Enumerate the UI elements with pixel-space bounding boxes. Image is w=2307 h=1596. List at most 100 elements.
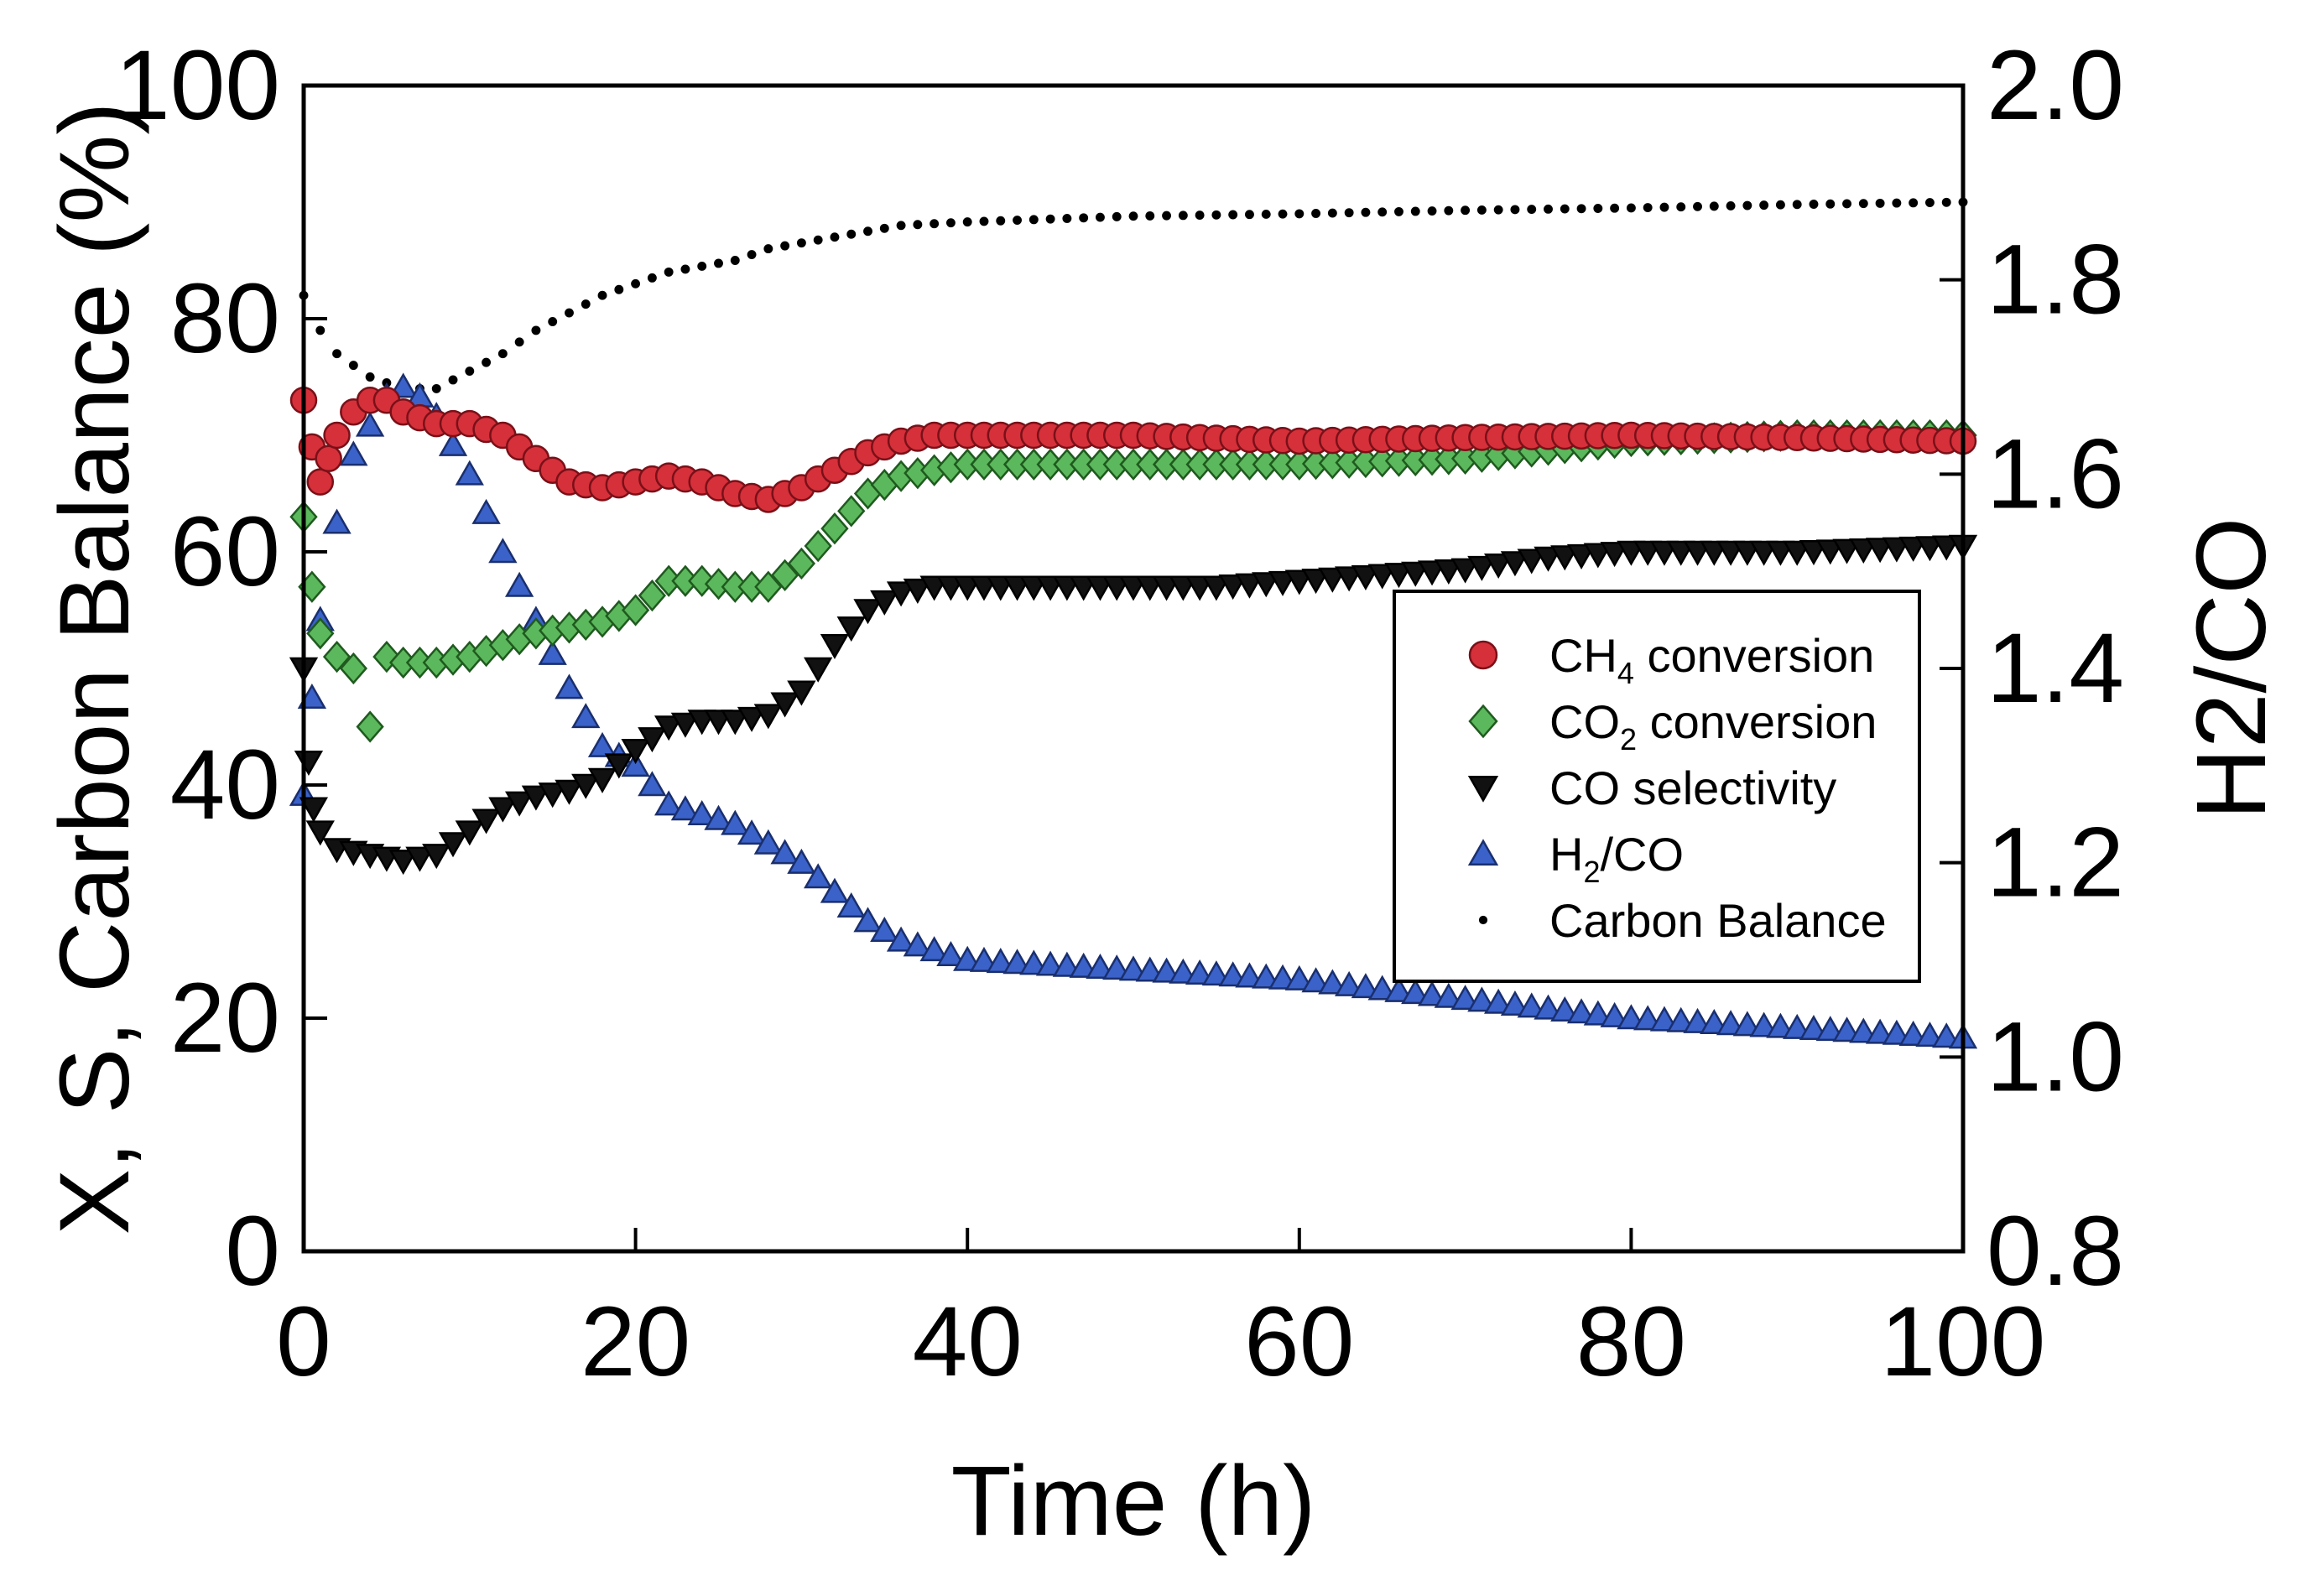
data-point-cosel (455, 820, 484, 846)
x-ticks: 0 20 40 60 80 100 (276, 1228, 2045, 1397)
data-point-cb (1461, 205, 1471, 216)
data-point-cb (1261, 210, 1271, 219)
legend-marker-co2 (1468, 704, 1498, 739)
y2-tick-label: 1.2 (1987, 808, 2124, 918)
data-point-cb (1792, 200, 1802, 210)
data-point-cb (1643, 203, 1653, 212)
data-point-h2co (1035, 950, 1065, 976)
data-point-co2 (688, 564, 716, 597)
data-point-cosel (1450, 558, 1480, 584)
data-point-cb (796, 238, 806, 248)
series-cb (299, 197, 1968, 393)
data-point-cosel (587, 767, 617, 793)
data-point-cb (1659, 202, 1669, 212)
data-point-cosel (1318, 567, 1347, 593)
x-tick-label: 20 (581, 1287, 690, 1397)
y-tick-label: 20 (170, 963, 280, 1074)
data-point-cosel (853, 599, 883, 625)
data-point-cb (1377, 207, 1388, 217)
data-point-h2co (1235, 962, 1264, 988)
data-point-cb (1527, 205, 1537, 215)
data-point-h2co (1052, 951, 1082, 977)
data-point-cb (1676, 202, 1686, 212)
data-point-cosel (870, 590, 899, 616)
data-point-h2co (1351, 973, 1381, 999)
data-point-h2co (1716, 1010, 1746, 1036)
data-point-cb (1593, 204, 1603, 213)
series-ch4 (289, 387, 1977, 513)
data-point-cosel (294, 750, 324, 776)
data-point-cb (813, 235, 823, 245)
data-point-cb (1825, 199, 1836, 209)
data-point-cosel (753, 704, 783, 730)
data-point-h2co (1069, 952, 1098, 978)
data-point-ch4 (315, 444, 342, 473)
data-point-cb (1095, 212, 1105, 222)
data-point-co2 (754, 570, 783, 603)
data-point-cb (1013, 216, 1022, 225)
data-point-cb (1809, 200, 1819, 209)
data-point-h2co (919, 936, 949, 962)
data-point-cosel (388, 850, 418, 876)
data-point-co2 (339, 652, 367, 685)
data-point-cb (1493, 205, 1503, 215)
data-point-h2co (953, 945, 982, 971)
data-point-h2co (1169, 958, 1198, 984)
data-point-h2co (654, 790, 684, 816)
legend-marker-h2co (1467, 839, 1499, 866)
data-point-cosel (1284, 569, 1314, 595)
data-point-cb (1693, 201, 1702, 211)
data-point-cosel (405, 846, 435, 872)
data-point-cosel (1301, 569, 1331, 595)
data-point-cosel (555, 779, 584, 805)
data-point-h2co (1218, 961, 1247, 987)
data-point-cosel (638, 727, 667, 753)
data-point-cb (482, 357, 492, 367)
data-point-cosel (836, 616, 866, 642)
data-point-cosel (903, 578, 933, 604)
data-point-h2co (621, 751, 650, 777)
right-ticks: 0.8 1.0 1.2 1.4 1.6 1.8 2.0 (1940, 30, 2124, 1307)
data-point-h2co (1484, 988, 1513, 1014)
data-point-h2co (670, 795, 700, 821)
data-point-cb (1476, 205, 1487, 215)
data-point-ch4 (323, 421, 351, 450)
data-point-co2 (621, 594, 650, 626)
data-point-h2co (555, 673, 584, 699)
data-point-cb (614, 284, 624, 294)
data-point-cosel (770, 692, 799, 718)
data-point-h2co (1367, 975, 1397, 1001)
x-tick-label: 100 (1881, 1287, 2046, 1397)
data-point-cb (1759, 200, 1769, 211)
data-point-cosel (1534, 546, 1563, 572)
x-tick-label: 0 (276, 1287, 331, 1397)
data-point-h2co (1086, 953, 1115, 980)
data-point-cosel (1201, 575, 1232, 601)
data-point-cb (1045, 214, 1055, 224)
data-point-cosel (1467, 555, 1497, 581)
y-tick-label: 100 (115, 30, 280, 141)
data-point-h2co (1268, 964, 1298, 990)
data-point-h2co (1534, 994, 1563, 1020)
y2-tick-label: 2.0 (1987, 30, 2124, 141)
x-tick-label: 60 (1244, 1287, 1354, 1397)
data-point-cosel (1600, 542, 1629, 568)
data-point-cb (664, 267, 674, 277)
data-point-cosel (488, 797, 518, 823)
legend-label-h2co: H2/CO (1549, 828, 1684, 889)
data-point-cb (1079, 213, 1089, 223)
data-point-co2 (322, 640, 352, 673)
y-tick-label: 40 (170, 730, 280, 840)
data-point-h2co (1384, 976, 1414, 1002)
data-point-h2co (1284, 964, 1314, 990)
data-point-cosel (521, 785, 551, 811)
data-point-cb (945, 218, 956, 228)
data-point-h2co (804, 863, 833, 889)
data-point-h2co (1334, 970, 1364, 996)
data-point-h2co (1633, 1005, 1663, 1031)
data-point-cosel (1517, 548, 1546, 574)
data-point-h2co (1666, 1006, 1695, 1032)
y-tick-label: 0 (225, 1196, 280, 1307)
